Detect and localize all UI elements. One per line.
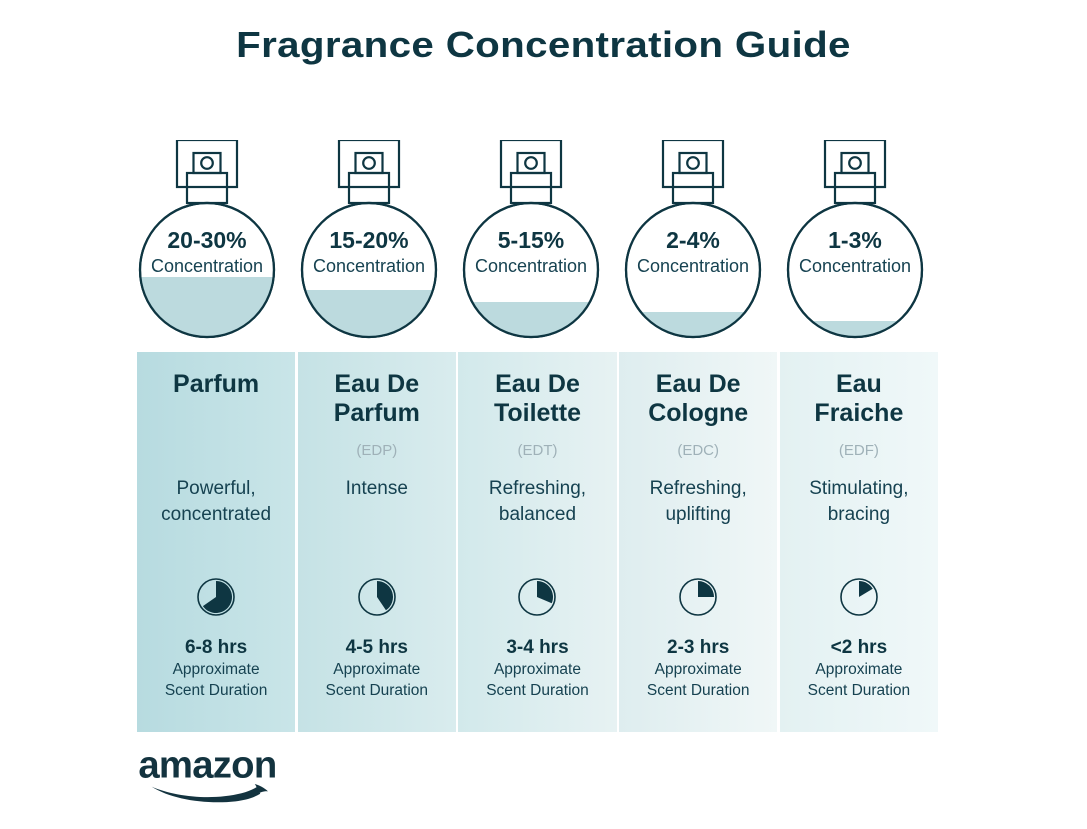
svg-text:5-15%: 5-15% — [498, 227, 564, 253]
svg-text:20-30%: 20-30% — [167, 227, 246, 253]
svg-text:1-3%: 1-3% — [828, 227, 882, 253]
svg-text:Concentration: Concentration — [313, 256, 425, 276]
svg-text:Concentration: Concentration — [151, 256, 263, 276]
svg-text:Concentration: Concentration — [799, 256, 911, 276]
svg-text:Concentration: Concentration — [475, 256, 587, 276]
svg-text:15-20%: 15-20% — [329, 227, 408, 253]
svg-text:2-4%: 2-4% — [666, 227, 720, 253]
svg-text:amazon: amazon — [138, 744, 276, 787]
svg-text:Concentration: Concentration — [637, 256, 749, 276]
